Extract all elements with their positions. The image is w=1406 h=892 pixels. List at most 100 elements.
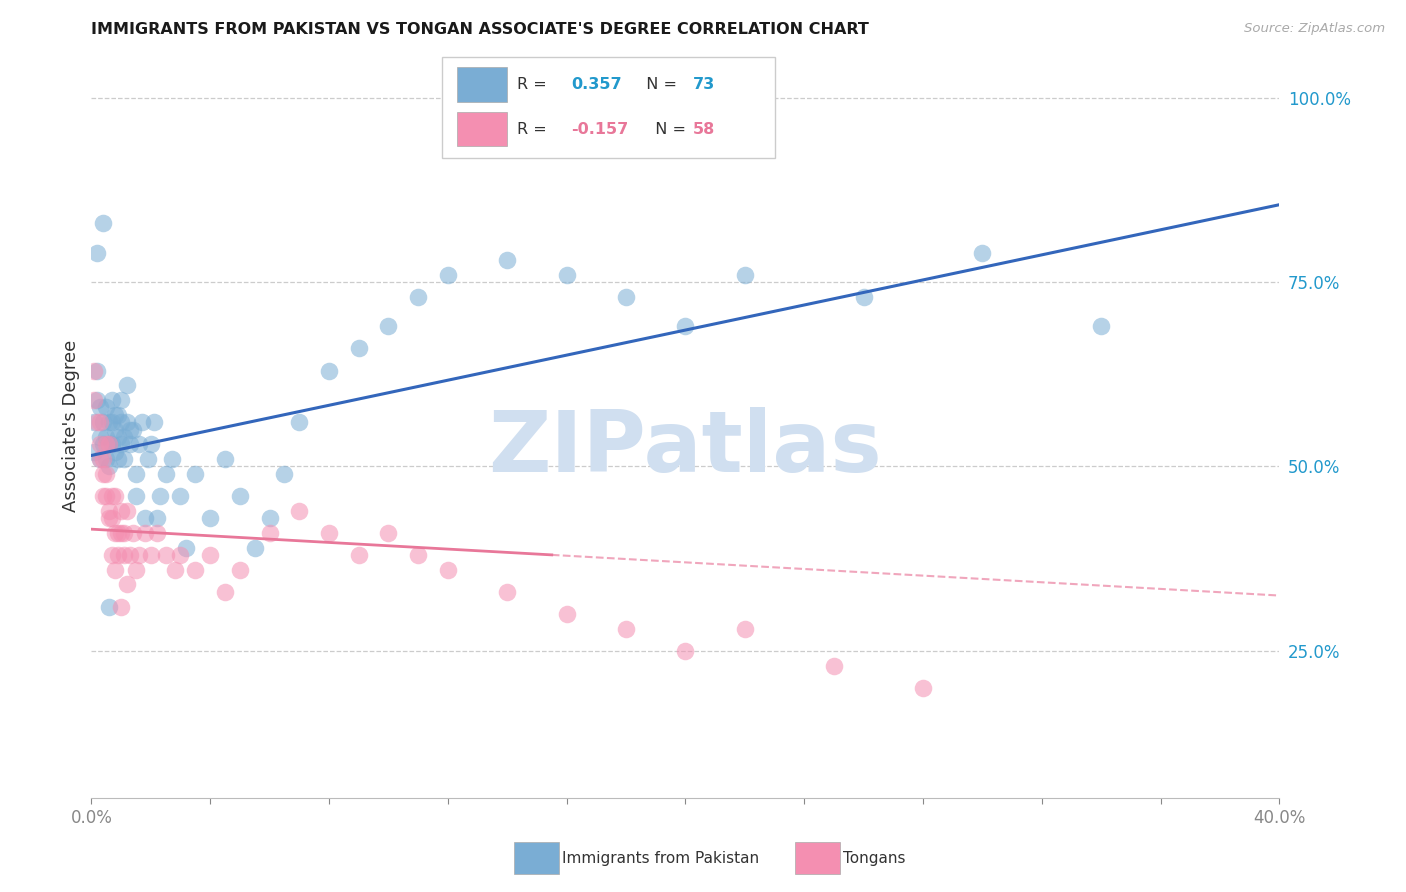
Point (118, 548, 141, 562)
Text: 58: 58 (693, 121, 714, 136)
Point (273, 467, 295, 481)
Point (145, 511, 167, 525)
FancyBboxPatch shape (457, 112, 508, 146)
Point (91, 489, 114, 503)
Text: 73: 73 (693, 77, 714, 92)
Point (160, 452, 183, 467)
Point (134, 525, 156, 540)
Point (318, 525, 340, 540)
Point (101, 548, 124, 562)
Point (110, 525, 132, 540)
Point (96, 489, 118, 503)
Point (98, 437, 121, 451)
Point (496, 252, 519, 267)
Point (288, 504, 311, 518)
Point (734, 268, 756, 282)
Point (110, 437, 132, 451)
Point (104, 563, 127, 577)
Point (96, 452, 118, 467)
Point (98, 511, 121, 525)
Point (104, 423, 127, 437)
Point (96, 437, 118, 451)
Point (83, 415, 105, 429)
Point (89, 415, 111, 429)
Point (91, 467, 114, 481)
Point (259, 511, 281, 525)
Point (91, 437, 114, 451)
Point (139, 548, 162, 562)
Text: R =: R = (517, 77, 551, 92)
Y-axis label: Associate's Degree: Associate's Degree (62, 340, 80, 512)
Point (86, 393, 108, 408)
Point (347, 342, 370, 356)
Text: N =: N = (636, 77, 682, 92)
Point (673, 319, 696, 334)
Point (107, 548, 129, 562)
Point (614, 622, 637, 636)
Point (911, 681, 934, 695)
Point (259, 525, 281, 540)
Point (98, 504, 121, 518)
Point (110, 504, 132, 518)
Point (149, 489, 172, 503)
Text: N =: N = (645, 121, 692, 136)
Point (229, 489, 252, 503)
Point (155, 548, 177, 562)
Point (496, 585, 519, 599)
Point (118, 437, 141, 451)
Point (169, 489, 191, 503)
Point (83, 363, 105, 377)
Point (110, 599, 132, 614)
Point (86, 415, 108, 429)
Point (96, 401, 118, 415)
Point (1090, 319, 1112, 334)
Point (139, 437, 162, 451)
Point (436, 268, 458, 282)
Point (673, 644, 696, 658)
Point (436, 563, 458, 577)
Point (91, 216, 114, 230)
Point (98, 459, 121, 474)
Point (104, 408, 127, 422)
Point (96, 467, 118, 481)
Point (110, 415, 132, 429)
Point (200, 511, 222, 525)
Point (107, 525, 129, 540)
Point (96, 430, 118, 444)
Text: IMMIGRANTS FROM PAKISTAN VS TONGAN ASSOCIATE'S DEGREE CORRELATION CHART: IMMIGRANTS FROM PAKISTAN VS TONGAN ASSOC… (91, 22, 869, 37)
Point (112, 430, 135, 444)
Point (734, 622, 756, 636)
Point (377, 525, 399, 540)
Point (104, 444, 127, 458)
Point (112, 525, 135, 540)
Text: Tongans: Tongans (844, 851, 905, 865)
Point (214, 452, 236, 467)
Text: R =: R = (517, 121, 551, 136)
Point (98, 415, 121, 429)
Text: -0.157: -0.157 (571, 121, 628, 136)
Point (91, 452, 114, 467)
Text: Immigrants from Pakistan: Immigrants from Pakistan (562, 851, 759, 865)
Point (86, 363, 108, 377)
Point (83, 393, 105, 408)
Point (115, 504, 138, 518)
Point (115, 415, 138, 429)
Point (125, 489, 148, 503)
Point (128, 548, 150, 562)
Point (288, 415, 311, 429)
FancyBboxPatch shape (441, 57, 775, 158)
Point (176, 541, 198, 555)
Point (112, 452, 135, 467)
Point (131, 415, 153, 429)
Point (852, 290, 875, 304)
Point (377, 319, 399, 334)
Point (214, 585, 236, 599)
Text: 0.357: 0.357 (571, 77, 621, 92)
Point (104, 525, 127, 540)
Point (163, 563, 186, 577)
Point (107, 430, 129, 444)
Point (972, 245, 994, 260)
FancyBboxPatch shape (457, 67, 508, 102)
Point (110, 393, 132, 408)
Point (169, 548, 191, 562)
